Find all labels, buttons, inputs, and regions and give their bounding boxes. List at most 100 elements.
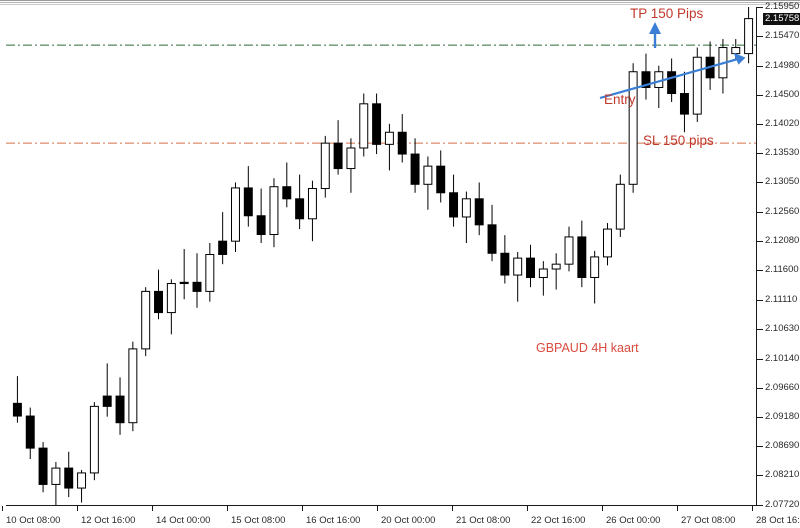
time-tick bbox=[752, 506, 753, 511]
candlestick bbox=[410, 138, 420, 193]
price-tick-label: 2.14500 bbox=[765, 89, 800, 100]
candlestick bbox=[718, 39, 728, 94]
candlestick bbox=[25, 407, 35, 460]
price-tick bbox=[757, 212, 763, 213]
take-profit-arrow bbox=[649, 22, 661, 48]
price-tick-label: 2.09180 bbox=[765, 411, 800, 422]
candlestick bbox=[179, 249, 189, 300]
candlestick bbox=[128, 341, 138, 432]
price-tick-label: 2.12560 bbox=[765, 206, 800, 217]
time-axis-labels: 10 Oct 08:00 12 Oct 16:00 14 Oct 00:00 15 O… bbox=[0, 506, 800, 528]
candlestick bbox=[474, 182, 484, 236]
candlestick bbox=[38, 442, 48, 493]
price-tick bbox=[757, 388, 763, 389]
price-tick-label: 2.13530 bbox=[765, 147, 800, 158]
time-tick bbox=[452, 506, 453, 511]
candlestick bbox=[231, 182, 240, 253]
candlestick bbox=[397, 114, 407, 163]
time-tick-label: 14 Oct 00:00 bbox=[156, 515, 211, 526]
time-tick bbox=[2, 506, 3, 511]
candlestick bbox=[320, 135, 330, 198]
price-tick-label: 2.08690 bbox=[765, 440, 800, 451]
price-tick bbox=[757, 7, 763, 8]
time-tick-label: 12 Oct 16:00 bbox=[81, 515, 136, 526]
time-tick bbox=[227, 506, 228, 511]
candlestick bbox=[564, 226, 574, 272]
candlestick bbox=[359, 93, 369, 157]
entry-label: Entry bbox=[604, 92, 636, 107]
price-tick-label: 2.15470 bbox=[765, 30, 800, 41]
price-tick bbox=[757, 182, 763, 183]
candlestick bbox=[615, 174, 625, 237]
chart-title-label: GBPAUD 4H kaart bbox=[536, 341, 639, 355]
time-tick bbox=[302, 506, 303, 511]
time-tick-label: 15 Oct 08:00 bbox=[231, 515, 286, 526]
candlestick bbox=[603, 223, 612, 266]
price-tick-label: 2.15950 bbox=[765, 1, 800, 12]
price-tick bbox=[757, 153, 763, 154]
time-tick bbox=[677, 506, 678, 511]
candlestick bbox=[679, 71, 689, 133]
price-tick-label: 2.10140 bbox=[765, 353, 800, 364]
price-tick-label: 2.07720 bbox=[765, 499, 800, 510]
candlestick bbox=[77, 469, 87, 503]
candlestick bbox=[89, 402, 99, 481]
window-top-border bbox=[0, 0, 800, 6]
price-tick bbox=[757, 446, 763, 447]
price-tick bbox=[757, 329, 763, 330]
candlestick bbox=[372, 93, 382, 155]
time-tick bbox=[152, 506, 153, 511]
time-axis-line bbox=[6, 505, 757, 506]
price-tick-label: 2.12080 bbox=[765, 235, 800, 246]
time-tick-label: 26 Oct 00:00 bbox=[606, 515, 661, 526]
stop-loss-label: SL 150 pips bbox=[643, 133, 714, 148]
candlestick bbox=[282, 162, 292, 208]
candlestick bbox=[243, 166, 253, 227]
candlestick bbox=[307, 180, 317, 242]
candlestick bbox=[513, 252, 523, 302]
candlestick bbox=[51, 462, 61, 505]
price-tick bbox=[757, 505, 763, 506]
time-tick-label: 16 Oct 16:00 bbox=[306, 515, 361, 526]
time-tick-label: 21 Oct 08:00 bbox=[456, 515, 511, 526]
candlestick bbox=[154, 269, 163, 320]
candlestick bbox=[551, 253, 561, 290]
candlestick bbox=[166, 279, 176, 335]
time-tick bbox=[527, 506, 528, 511]
candlestick bbox=[384, 123, 394, 171]
price-tick bbox=[757, 241, 763, 242]
time-tick bbox=[377, 506, 378, 511]
price-tick bbox=[757, 270, 763, 271]
candlestick bbox=[538, 261, 548, 296]
price-tick-label: 2.11110 bbox=[765, 294, 798, 305]
current-price-label: 2.15758 bbox=[763, 13, 800, 25]
price-axis-line bbox=[756, 7, 757, 505]
candlestick bbox=[692, 47, 702, 122]
candlestick bbox=[205, 242, 215, 302]
price-tick-label: 2.10630 bbox=[765, 323, 800, 334]
candlestick bbox=[423, 156, 433, 210]
price-tick bbox=[757, 300, 763, 301]
time-tick-label: 27 Oct 08:00 bbox=[681, 515, 736, 526]
time-tick-label: 28 Oct 16:00 bbox=[756, 515, 800, 526]
candlestick bbox=[628, 63, 638, 193]
take-profit-label: TP 150 Pips bbox=[630, 6, 704, 21]
price-tick bbox=[757, 95, 763, 96]
price-tick-label: 2.11600 bbox=[765, 264, 799, 275]
candlestick bbox=[256, 188, 266, 243]
candlestick bbox=[654, 65, 664, 109]
candlestick bbox=[577, 220, 587, 288]
price-axis-labels: 2.15950 2.15470 2.14980 2.14500 2.14020 2.135… bbox=[757, 0, 800, 528]
candlestick bbox=[436, 150, 446, 203]
entry-arrow bbox=[599, 52, 746, 100]
candlestick bbox=[641, 53, 651, 100]
price-tick bbox=[757, 475, 763, 476]
candlestick bbox=[269, 178, 279, 248]
price-tick-label: 2.14980 bbox=[765, 60, 800, 71]
candlestick bbox=[526, 244, 535, 288]
candlestick bbox=[192, 253, 202, 308]
candlestick bbox=[667, 58, 677, 103]
candlestick bbox=[487, 204, 497, 262]
price-tick bbox=[757, 124, 763, 125]
